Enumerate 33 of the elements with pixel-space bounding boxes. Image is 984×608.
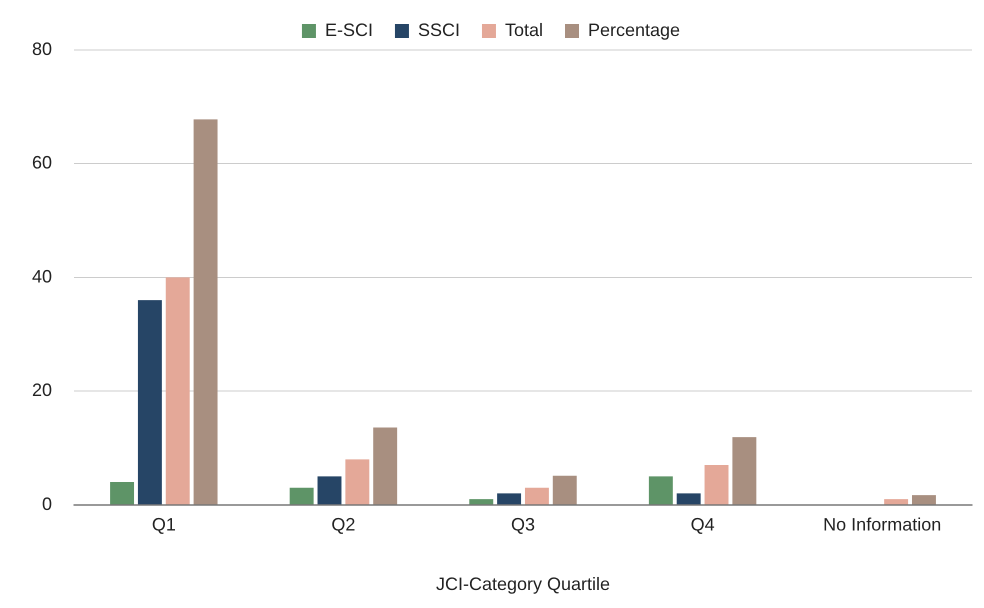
bar xyxy=(648,476,673,504)
legend-label: Percentage xyxy=(588,20,680,40)
legend-label: Total xyxy=(504,20,543,40)
bar xyxy=(497,493,522,504)
x-axis-title: JCI-Category Quartile xyxy=(436,574,610,594)
y-tick-label: 0 xyxy=(42,494,52,514)
y-tick-label: 80 xyxy=(32,38,52,59)
bar xyxy=(166,277,190,504)
bar xyxy=(318,476,342,504)
bar xyxy=(194,119,218,504)
bar xyxy=(524,488,549,504)
y-tick-label: 60 xyxy=(32,152,52,173)
x-tick-label: No Information xyxy=(823,514,942,535)
bar xyxy=(912,495,936,504)
legend-label: SSCI xyxy=(418,20,460,40)
bar xyxy=(469,499,494,504)
bar xyxy=(676,493,701,504)
bar xyxy=(290,488,314,504)
x-tick-label: Q2 xyxy=(331,514,356,535)
bar xyxy=(884,499,908,504)
x-tick-label: Q1 xyxy=(152,514,176,535)
bar xyxy=(732,437,756,504)
bar xyxy=(138,300,162,504)
x-tick-label: Q4 xyxy=(690,514,715,535)
x-tick-label: Q3 xyxy=(511,514,536,535)
bar xyxy=(110,482,134,504)
bar xyxy=(552,476,577,504)
y-tick-label: 40 xyxy=(32,266,52,286)
bar xyxy=(373,427,398,504)
bar xyxy=(345,459,370,504)
legend-label: E-SCI xyxy=(324,20,373,40)
bar xyxy=(704,465,728,504)
y-tick-label: 20 xyxy=(32,380,52,400)
